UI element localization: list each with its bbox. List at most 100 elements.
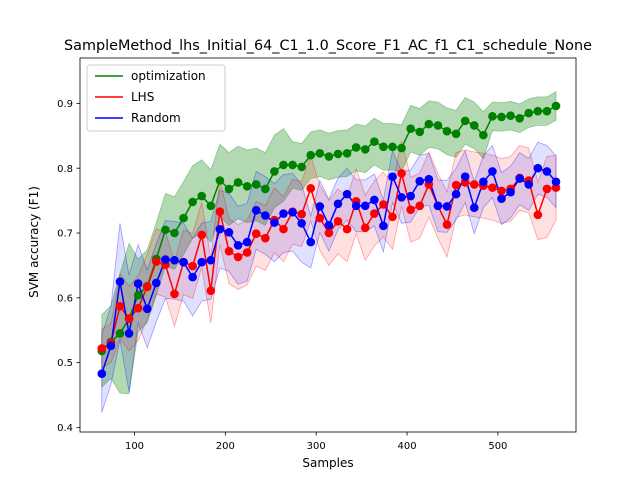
random-point (306, 237, 316, 247)
random-point (506, 187, 515, 197)
optimization-point (279, 160, 288, 170)
random-point (406, 191, 415, 201)
lhs-point (388, 212, 397, 222)
random-point (333, 199, 343, 209)
random-point (233, 241, 243, 250)
x-axis-label: Samples (302, 456, 353, 470)
random-point (542, 167, 552, 176)
random-point (451, 189, 461, 199)
lhs-point (124, 314, 134, 323)
random-point (469, 203, 479, 213)
optimization-point (388, 142, 397, 152)
random-point (397, 193, 406, 202)
optimization-point (542, 106, 552, 116)
x-tick-label: 300 (307, 441, 326, 452)
lhs-confidence-band (101, 140, 557, 369)
optimization-point (524, 108, 534, 118)
lhs-point (342, 224, 352, 234)
random-point (479, 177, 488, 187)
optimization-point (242, 182, 252, 191)
lhs-point (315, 213, 325, 223)
random-point (133, 279, 143, 288)
optimization-point (188, 197, 197, 207)
lhs-point (306, 183, 316, 193)
lhs-point (279, 224, 288, 234)
optimization-point (406, 124, 415, 133)
lhs-point (261, 233, 270, 243)
random-point (370, 195, 379, 205)
lhs-point (406, 205, 415, 214)
random-point (460, 172, 470, 181)
lhs-point (397, 169, 406, 178)
y-tick-label: 0.8 (57, 164, 73, 175)
random-point (388, 172, 397, 181)
random-point (379, 221, 388, 231)
y-tick-label: 0.4 (57, 423, 73, 434)
plot-frame (79, 57, 577, 433)
x-tick-label: 200 (216, 441, 235, 452)
random-point (442, 202, 452, 211)
optimization-point (251, 180, 261, 189)
random-point (97, 369, 107, 378)
optimization-point (170, 228, 179, 238)
random-point (497, 194, 506, 203)
random-point (197, 257, 207, 267)
random-point (270, 218, 279, 227)
lhs-point (451, 180, 461, 190)
optimization-point (433, 121, 443, 130)
x-tick-label: 400 (397, 441, 416, 452)
optimization-point (533, 106, 543, 116)
lhs-point (152, 257, 161, 266)
random-point (179, 257, 188, 267)
optimization-point (460, 116, 470, 126)
legend-label-lhs: LHS (131, 90, 154, 104)
lhs-point (533, 210, 543, 220)
random-point (533, 163, 543, 173)
lhs-point (242, 248, 252, 257)
optimization-point (161, 225, 170, 235)
random-point (124, 329, 134, 338)
optimization-point (551, 101, 561, 111)
legend: optimization LHS Random (86, 64, 226, 132)
lhs-point (297, 209, 306, 219)
optimization-point (288, 160, 297, 170)
random-point (106, 341, 116, 351)
random-point (206, 255, 216, 265)
confidence-bands (101, 91, 557, 413)
optimization-point (415, 127, 425, 137)
optimization-point (324, 152, 334, 161)
lhs-point (197, 230, 207, 240)
optimization-point (370, 137, 379, 146)
lhs-point (333, 217, 343, 226)
optimization-point (297, 162, 306, 172)
optimization-point (479, 130, 488, 140)
optimization-point (497, 112, 506, 122)
lhs-point (206, 286, 216, 296)
lhs-point (251, 229, 261, 238)
lhs-point (224, 246, 234, 256)
lhs-point (469, 180, 479, 189)
legend-label-random: Random (131, 111, 181, 125)
optimization-point (270, 167, 279, 176)
lhs-point (188, 261, 197, 271)
optimization-point (488, 112, 497, 121)
lhs-point (379, 200, 388, 209)
lhs-point (170, 289, 179, 299)
optimization-point (379, 142, 388, 152)
random-point (297, 218, 306, 228)
optimization-point (215, 176, 225, 185)
random-point (188, 272, 197, 282)
legend-box (86, 64, 226, 132)
random-point (142, 304, 152, 314)
lhs-point (324, 228, 334, 238)
random-point (115, 277, 125, 286)
lhs-point (488, 183, 497, 192)
y-tick-label: 0.7 (57, 229, 73, 240)
optimization-point (261, 184, 270, 194)
optimization-point (224, 184, 234, 194)
random-point (152, 278, 161, 288)
random-point (315, 202, 325, 211)
optimization-point (469, 121, 479, 130)
random-point (424, 174, 434, 184)
